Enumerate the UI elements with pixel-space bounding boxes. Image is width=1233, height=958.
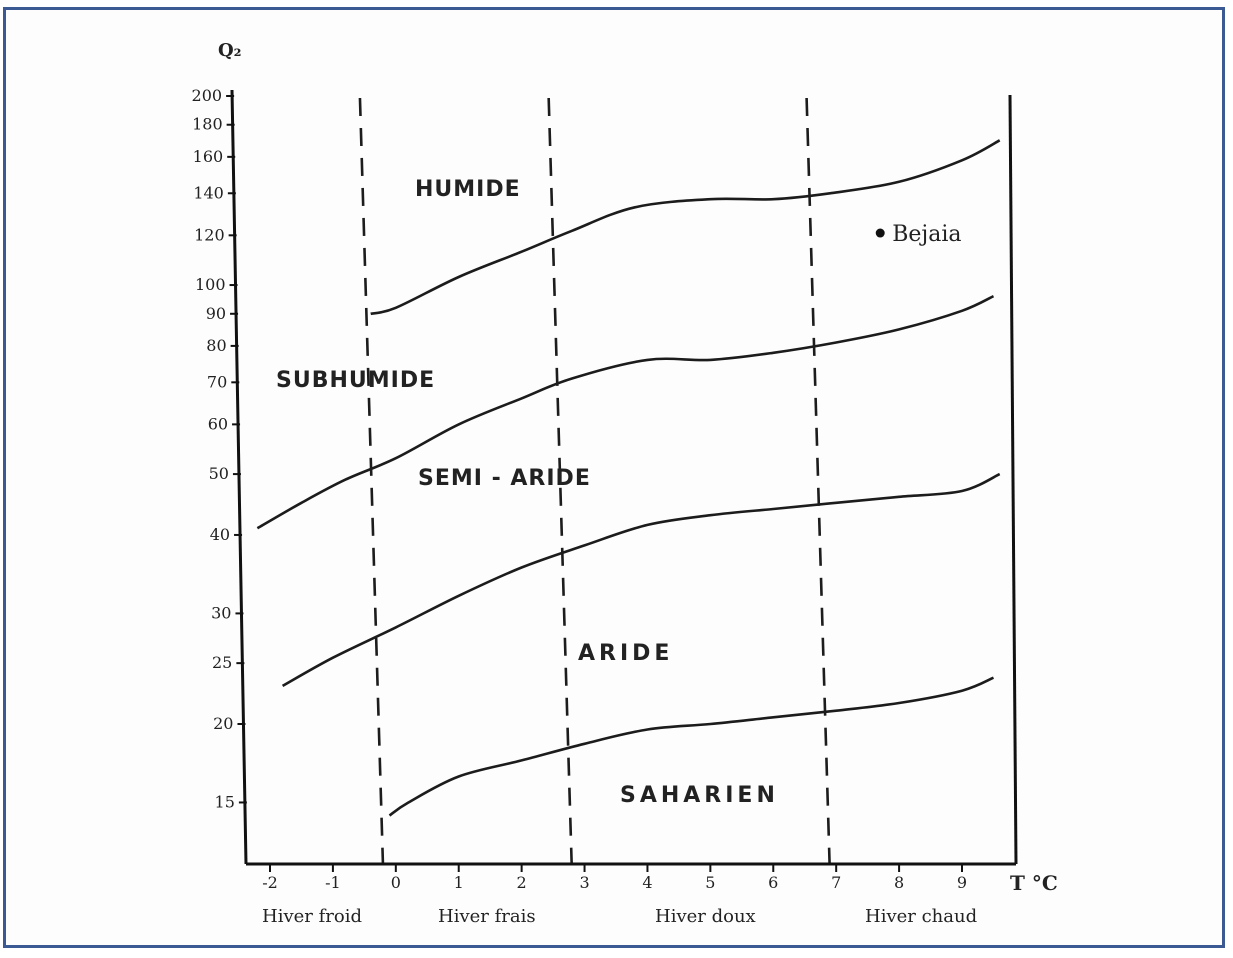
station-point-bejaia (875, 228, 885, 238)
y-tick-label-25: 25 (212, 653, 232, 672)
winter-divider-2 (547, 97, 573, 865)
y-axis-line (230, 89, 248, 865)
zone-humide: HUMIDE (415, 177, 521, 202)
y-tick-label-40: 40 (210, 525, 230, 544)
y-tick-label-20: 20 (213, 714, 233, 733)
x-tick-label-4: 4 (642, 873, 652, 892)
x-tick-label-1: 1 (454, 873, 464, 892)
y-tick-label-120: 120 (194, 225, 225, 244)
x-ticks: -2 -1 0 1 2 3 4 5 6 7 8 9 (262, 864, 967, 892)
y-tick-label-200: 200 (192, 86, 223, 105)
winter-divider-1 (358, 97, 385, 865)
zone-boundaries (256, 139, 1001, 817)
x-tick-label-6: 6 (768, 873, 778, 892)
x-tick-label--1: -1 (325, 873, 341, 892)
x-tick-label-3: 3 (579, 873, 589, 892)
x-tick-label-2: 2 (517, 873, 527, 892)
y-tick-label-100: 100 (195, 275, 226, 294)
x-tick-label-8: 8 (894, 873, 904, 892)
y-tick-label-90: 90 (206, 304, 226, 323)
y-axis-title: Q₂ (218, 40, 242, 61)
y-tick-label-80: 80 (206, 336, 226, 355)
winter-label-frais: Hiver frais (438, 906, 536, 927)
zone-saharien: SAHARIEN (620, 783, 779, 808)
zone-aride: ARIDE (578, 641, 673, 666)
boundary-curve-4 (388, 676, 995, 817)
winter-divider-3 (805, 97, 831, 865)
x-axis-title: T °C (1010, 871, 1058, 895)
y-tick-label-30: 30 (211, 603, 231, 622)
winter-label-froid: Hiver froid (262, 906, 362, 927)
winter-label-doux: Hiver doux (655, 906, 756, 927)
boundary-curve-3 (281, 472, 1001, 688)
winter-dividers (358, 97, 831, 865)
y-tick-label-160: 160 (193, 147, 224, 166)
y-tick-label-50: 50 (209, 464, 229, 483)
y-tick-label-60: 60 (208, 414, 228, 433)
zone-subhumide: SUBHUMIDE (276, 368, 435, 393)
figure-frame (3, 7, 1225, 948)
boundary-curve-2 (256, 295, 995, 530)
zone-semi-aride: SEMI - ARIDE (418, 466, 591, 491)
x-tick-label-9: 9 (957, 873, 967, 892)
winter-label-chaud: Hiver chaud (865, 906, 977, 927)
x-tick-label-0: 0 (391, 873, 401, 892)
x-tick-label-5: 5 (705, 873, 715, 892)
x-tick-label-7: 7 (831, 873, 841, 892)
y-tick-label-15: 15 (215, 792, 235, 811)
x-tick-label--2: -2 (262, 873, 278, 892)
axes (230, 89, 1018, 866)
y-tick-label-70: 70 (207, 372, 227, 391)
station-label-bejaia: Bejaia (892, 222, 961, 247)
right-border-line (1008, 94, 1018, 865)
boundary-curve-1 (370, 139, 1001, 316)
y-tick-label-180: 180 (192, 115, 223, 134)
y-ticks: 15 20 25 30 40 50 60 70 80 90 100 120 140 160 180 200 (192, 86, 247, 811)
y-tick-label-140: 140 (193, 183, 224, 202)
